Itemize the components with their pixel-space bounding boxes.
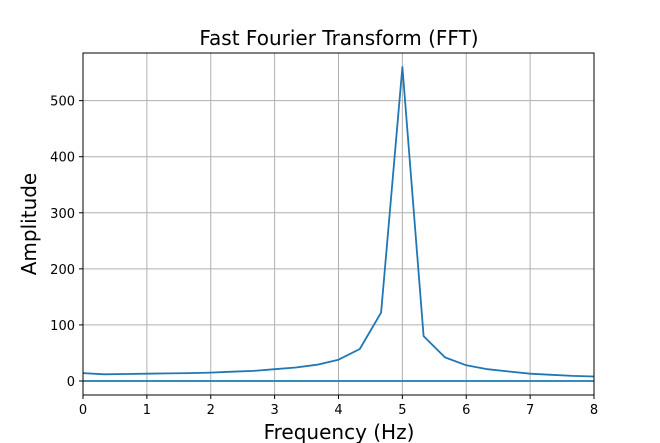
series-line-1 — [82, 66, 595, 378]
x-tick-label: 7 — [526, 403, 534, 418]
x-tick-label: 2 — [207, 403, 215, 418]
x-axis-label: Frequency (Hz) — [264, 420, 415, 443]
grid-lines — [82, 53, 595, 395]
y-tick-label: 0 — [67, 375, 75, 390]
y-axis: 0 100 200 300 400 500 — [50, 95, 83, 390]
x-tick-label: 6 — [462, 403, 470, 418]
x-tick-label: 0 — [79, 403, 87, 418]
x-tick-label: 8 — [590, 403, 598, 418]
x-tick-label: 1 — [143, 403, 151, 418]
y-tick-label: 100 — [50, 319, 75, 334]
y-axis-label: Amplitude — [17, 173, 41, 276]
x-tick-label: 4 — [334, 403, 342, 418]
y-tick-label: 200 — [50, 263, 75, 278]
x-tick-label: 3 — [270, 403, 278, 418]
y-tick-label: 400 — [50, 151, 75, 166]
series-group — [82, 66, 595, 382]
x-tick-label: 5 — [398, 403, 406, 418]
chart-title: Fast Fourier Transform (FFT) — [199, 26, 478, 50]
y-tick-label: 500 — [50, 95, 75, 110]
x-axis: 0 1 2 3 4 5 6 7 8 — [79, 395, 598, 418]
y-tick-label: 300 — [50, 207, 75, 222]
